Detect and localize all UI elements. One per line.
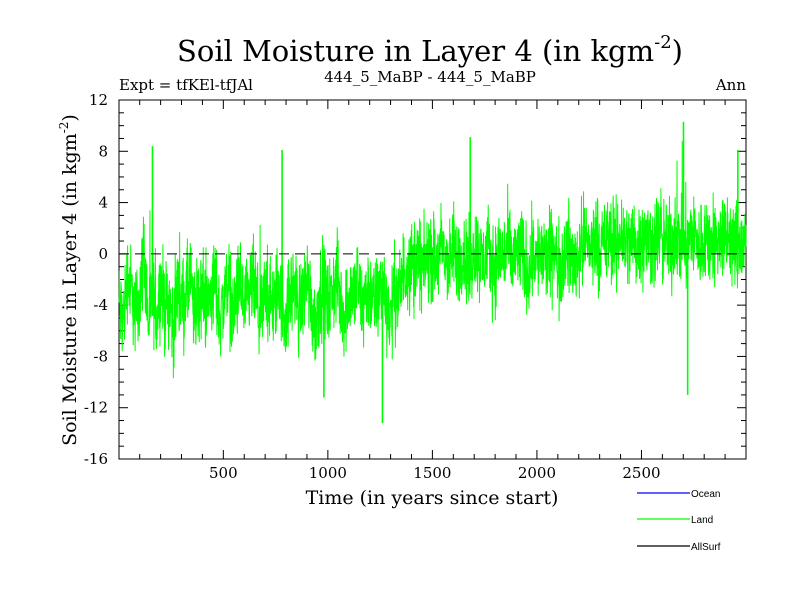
y-tick-label: 4 (98, 194, 108, 212)
y-tick-label: 0 (98, 245, 108, 263)
x-axis-ticks: 500 1000 1500 2000 2500 (139, 100, 726, 482)
x-axis-label: Time (in years since start) (306, 487, 559, 509)
series-layer (118, 121, 747, 424)
legend-item-ocean: Ocean (637, 489, 720, 500)
subtitle-period: 444_5_MaBP - 444_5_MaBP (324, 68, 536, 86)
y-tick-label: 12 (89, 91, 108, 109)
y-tick-label: -4 (93, 296, 108, 314)
x-tick-label: 1000 (309, 464, 347, 482)
legend-label-ocean: Ocean (691, 489, 720, 500)
chart-title: Soil Moisture in Layer 4 (in kgm-2) (177, 32, 683, 68)
legend-label-allsurf: AllSurf (691, 542, 721, 553)
y-tick-label: 8 (98, 142, 108, 160)
x-tick-label: 2000 (518, 464, 556, 482)
x-tick-label: 1500 (413, 464, 451, 482)
y-tick-label: -8 (93, 347, 108, 365)
subtitle-experiment: Expt = tfKEl-tfJAl (119, 76, 253, 94)
y-axis-ticks: -16 -12 -8 -4 0 4 8 12 (84, 91, 746, 468)
y-tick-label: -16 (84, 450, 108, 468)
legend-item-allsurf: AllSurf (637, 542, 721, 553)
legend-label-land: Land (691, 515, 713, 526)
x-tick-label: 500 (209, 464, 238, 482)
legend-item-land: Land (637, 515, 713, 526)
x-tick-label: 2500 (622, 464, 660, 482)
subtitle-season: Ann (715, 76, 746, 94)
legend: Ocean Land AllSurf (637, 489, 721, 553)
y-tick-label: -12 (84, 399, 108, 417)
series-land-line (118, 141, 747, 379)
y-axis-label: Soil Moisture in Layer 4 (in kgm-2) (57, 114, 81, 446)
